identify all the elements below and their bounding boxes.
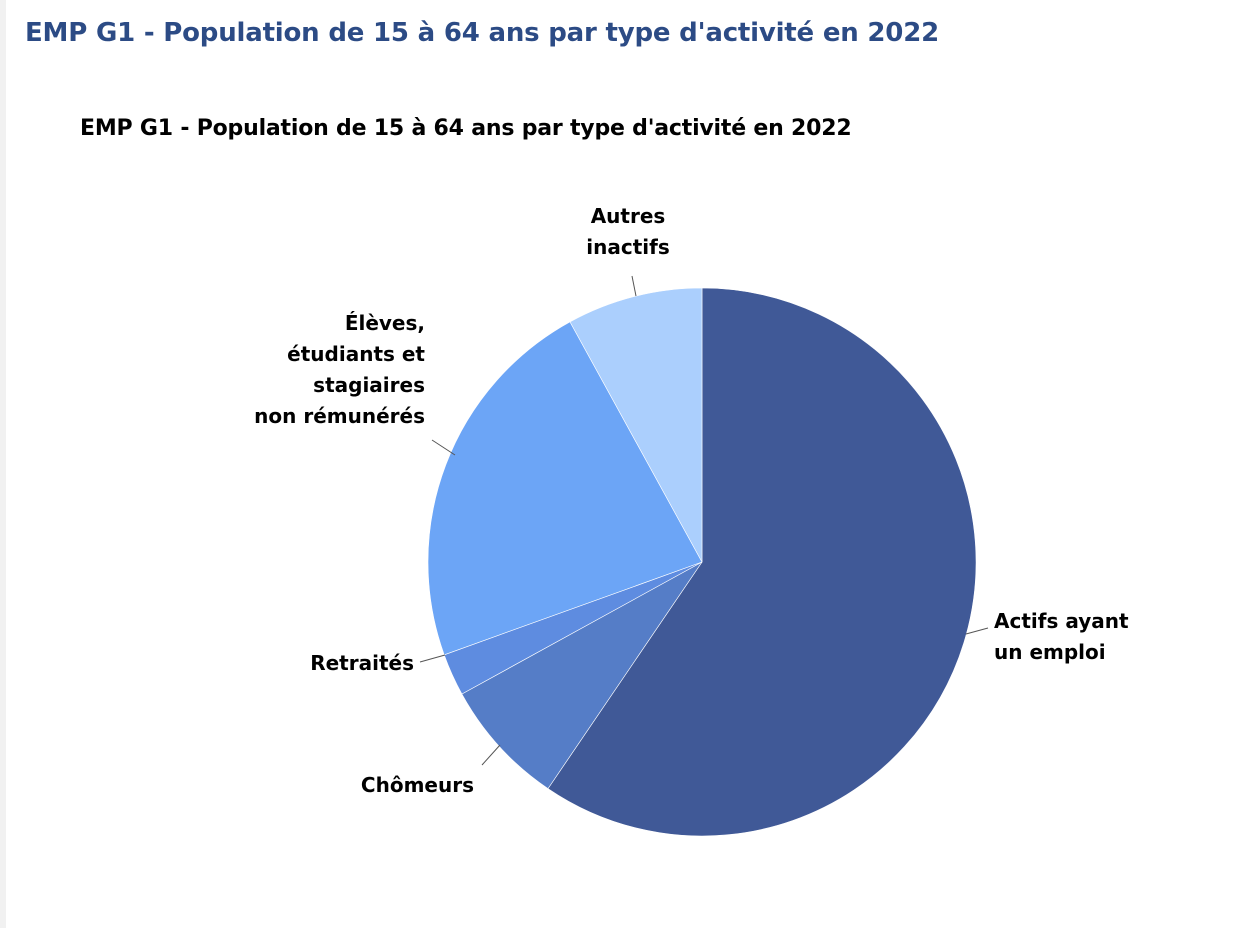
leader-line-4 bbox=[431, 439, 456, 456]
page-left-rule bbox=[0, 0, 6, 928]
chart-title: EMP G1 - Population de 15 à 64 ans par t… bbox=[80, 116, 852, 141]
page-title: EMP G1 - Population de 15 à 64 ans par t… bbox=[25, 18, 939, 48]
slice-label-line: Chômeurs bbox=[361, 773, 474, 797]
leader-line-2 bbox=[481, 744, 501, 766]
slice-label-4: Élèves, étudiants et stagiaires non rémunér… bbox=[254, 311, 425, 428]
pie-slices bbox=[427, 287, 977, 837]
slice-label-3: Retraités bbox=[310, 651, 414, 675]
leader-line-5 bbox=[631, 275, 637, 297]
slice-label-line: inactifs bbox=[586, 235, 669, 259]
slice-label-line: Actifs ayant bbox=[994, 609, 1129, 633]
slice-label-2: Chômeurs bbox=[361, 773, 474, 797]
slice-label-5: Autres inactifs bbox=[586, 204, 669, 259]
slice-label-line: Élèves, bbox=[345, 311, 425, 335]
pie-slice-1[interactable] bbox=[547, 287, 977, 837]
slice-label-line: stagiaires bbox=[313, 373, 425, 397]
pie-slice-4[interactable] bbox=[427, 321, 703, 656]
pie-slice-5[interactable] bbox=[569, 287, 703, 563]
leader-line-1 bbox=[965, 627, 989, 635]
leader-line-3 bbox=[419, 654, 446, 663]
slice-label-line: Retraités bbox=[310, 651, 414, 675]
slice-label-line: Autres bbox=[591, 204, 666, 228]
pie-labels: Actifs ayant un emploi Chômeurs Retraités Él… bbox=[254, 204, 1129, 797]
slice-label-1: Actifs ayant un emploi bbox=[994, 609, 1129, 664]
slice-label-line: étudiants et bbox=[287, 342, 425, 366]
slice-label-line: non rémunérés bbox=[254, 404, 425, 428]
slice-label-line: un emploi bbox=[994, 640, 1106, 664]
pie-leader-lines bbox=[419, 275, 989, 766]
